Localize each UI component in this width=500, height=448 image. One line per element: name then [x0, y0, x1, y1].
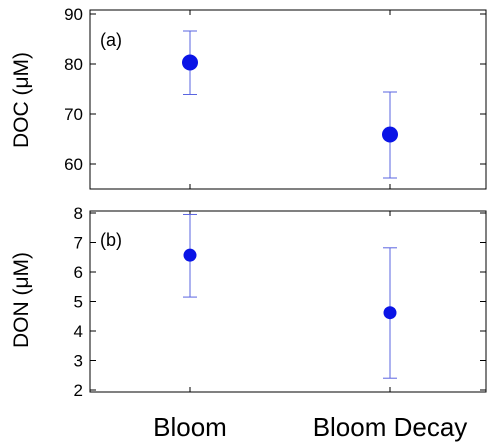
ytick-label: 90: [64, 5, 83, 24]
panel-b-marks: [183, 213, 397, 379]
ytick-label: 4: [74, 322, 83, 341]
ytick-label: 5: [74, 293, 83, 312]
data-point: [382, 126, 398, 143]
panel-a: (a) DOC (μM) 60 70 80 90: [10, 5, 487, 190]
panel-b-frame: [89, 210, 487, 393]
ytick-label: 7: [74, 234, 83, 253]
panel-a-marks: [182, 30, 398, 179]
ytick-label: 3: [74, 352, 83, 371]
panel-a-frame: [89, 9, 487, 190]
panel-a-ylabel: DOC (μM): [10, 52, 33, 148]
panel-b-yticks: 2 3 4 5 6 7 8: [74, 204, 486, 400]
ytick-label: 2: [74, 381, 83, 400]
panel-a-label: (a): [100, 30, 122, 50]
panel-b-label: (b): [100, 230, 122, 250]
panel-b-ylabel: DON (μM): [10, 252, 33, 348]
ytick-label: 80: [64, 55, 83, 74]
xlabel-bloom-decay: Bloom Decay: [313, 412, 468, 442]
panel-a-yticks: 60 70 80 90: [64, 5, 486, 189]
panel-b: (b) DON (μM) 2 3 4 5 6 7 8: [10, 204, 487, 400]
ytick-label: 60: [64, 155, 83, 174]
xlabel-bloom: Bloom: [153, 412, 227, 442]
data-point: [183, 248, 197, 262]
ytick-label: 6: [74, 263, 83, 282]
ytick-label: 8: [74, 204, 83, 223]
ytick-label: 70: [64, 105, 83, 124]
data-point: [182, 54, 198, 71]
data-point: [383, 306, 397, 320]
